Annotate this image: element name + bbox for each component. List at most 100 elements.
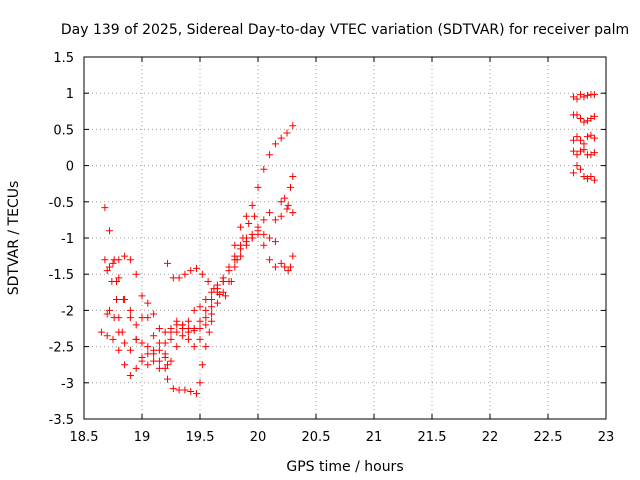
series-track-3 (97, 230, 279, 380)
data-point-marker (121, 252, 129, 260)
data-point-marker (210, 285, 218, 293)
data-point-marker (286, 183, 294, 191)
data-point-marker (190, 325, 198, 332)
x-tick-label: 19.5 (186, 430, 215, 445)
data-point-marker (260, 165, 268, 173)
data-point-marker (138, 339, 146, 347)
data-point-marker (266, 209, 274, 217)
data-point-marker (150, 332, 158, 340)
data-point-marker (190, 343, 198, 351)
x-tick-label: 19 (134, 430, 151, 445)
data-point-marker (179, 321, 187, 329)
data-point-marker (115, 274, 123, 282)
data-point-marker (106, 306, 114, 314)
data-point-marker (144, 299, 152, 307)
data-point-marker (115, 256, 123, 264)
data-point-marker (254, 183, 262, 191)
data-point-marker (576, 115, 584, 123)
series-track-13 (570, 131, 598, 148)
data-point-marker (225, 267, 233, 275)
x-tick-label: 20 (250, 430, 267, 445)
data-point-marker (103, 310, 111, 318)
series-track-6 (103, 267, 126, 336)
data-point-marker (237, 252, 245, 260)
data-point-marker (208, 310, 216, 318)
data-point-marker (184, 328, 192, 336)
data-point-marker (198, 270, 206, 278)
y-tick-label: -0.5 (49, 196, 74, 211)
data-point-marker (132, 270, 140, 278)
data-point-marker (208, 288, 216, 296)
y-tick-label: -1.5 (49, 268, 74, 283)
data-point-marker (161, 364, 169, 372)
data-point-marker (590, 134, 598, 142)
data-point-marker (132, 321, 140, 329)
x-tick-label: 22 (482, 430, 499, 445)
data-point-marker (119, 296, 127, 304)
data-point-marker (196, 379, 204, 387)
data-point-marker (198, 361, 206, 369)
data-point-marker (167, 357, 175, 365)
data-point-marker (167, 335, 175, 343)
data-point-marker (184, 317, 192, 325)
data-point-marker (573, 111, 581, 119)
series-track-15 (570, 162, 598, 184)
data-point-marker (231, 263, 239, 271)
data-point-marker (570, 169, 578, 177)
data-point-marker (164, 375, 172, 383)
data-point-marker (144, 350, 152, 358)
x-tick-label: 22.5 (534, 430, 563, 445)
data-point-marker (266, 151, 274, 159)
data-point-marker (155, 346, 163, 354)
data-point-marker (289, 172, 297, 180)
data-point-marker (103, 267, 111, 275)
series-track-11 (570, 91, 598, 103)
data-point-marker (590, 112, 598, 120)
data-point-marker (181, 386, 189, 394)
data-point-marker (106, 263, 114, 271)
data-point-marker (112, 296, 120, 304)
data-point-marker (573, 95, 581, 103)
data-point-marker (239, 234, 247, 242)
data-point-marker (109, 335, 117, 343)
data-point-marker (202, 314, 210, 322)
data-point-marker (580, 146, 588, 154)
data-point-marker (97, 328, 105, 336)
data-point-marker (126, 256, 134, 264)
x-tick-label: 21 (366, 430, 383, 445)
data-point-marker (245, 220, 253, 228)
data-point-marker (187, 387, 195, 395)
data-point-marker (103, 332, 111, 340)
x-tick-labels: 18.5 19 19.5 20 20.5 21 21.5 22 22.5 23 (70, 430, 615, 445)
data-point-marker (271, 238, 279, 246)
series-track-14 (570, 146, 598, 159)
series-track-7 (164, 212, 259, 300)
data-point-marker (277, 134, 285, 142)
y-tick-label: -2.5 (49, 341, 74, 356)
y-axis-label: SDTVAR / TECUs (6, 181, 22, 296)
data-point-marker (184, 335, 192, 343)
y-tick-label: -1 (61, 232, 74, 247)
data-point-marker (260, 216, 268, 224)
data-point-marker (573, 151, 581, 159)
data-point-marker (144, 361, 152, 369)
y-tick-label: -2 (61, 304, 74, 319)
data-point-marker (196, 303, 204, 311)
data-point-marker (179, 332, 187, 340)
data-point-marker (251, 212, 259, 220)
data-point-marker (271, 263, 279, 271)
data-point-marker (237, 223, 245, 231)
y-tick-label: 1 (66, 87, 74, 102)
data-point-marker (161, 339, 169, 347)
data-point-marker (144, 343, 152, 351)
data-point-marker (576, 165, 584, 173)
data-point-marker (161, 353, 169, 361)
data-point-marker (196, 317, 204, 325)
data-point-marker (169, 385, 177, 393)
data-point-marker (193, 264, 201, 272)
data-point-marker (115, 346, 123, 354)
data-point-marker (277, 212, 285, 220)
data-point-marker (190, 306, 198, 314)
chart-title: Day 139 of 2025, Sidereal Day-to-day VTE… (61, 22, 629, 38)
y-tick-label: 0 (66, 160, 74, 175)
